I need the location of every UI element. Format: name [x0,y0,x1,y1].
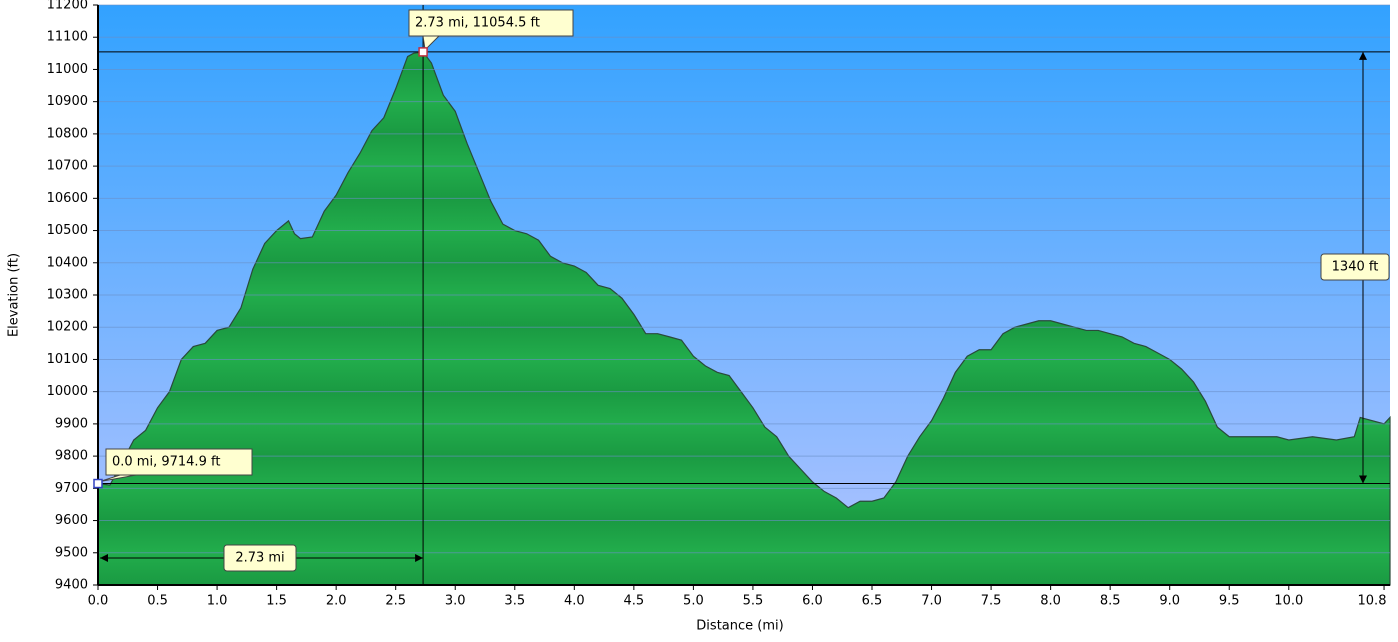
x-tick-label: 6.5 [862,594,883,609]
x-tick-label: 5.5 [743,594,764,609]
y-axis-label: Elevation (ft) [7,253,22,337]
x-tick-label: 10.0 [1274,594,1303,609]
y-tick-label: 10500 [47,223,88,238]
x-tick-label: 2.5 [385,594,406,609]
x-tick-label: 0.5 [147,594,168,609]
point-marker [93,478,103,489]
x-tick-label: 7.0 [921,594,942,609]
x-tick-label: 8.0 [1040,594,1061,609]
x-tick-label: 9.5 [1219,594,1240,609]
y-tick-label: 9500 [55,545,88,560]
y-tick-label: 11000 [47,62,88,77]
y-tick-label: 11200 [47,0,88,13]
callout-label: 0.0 mi, 9714.9 ft [112,455,220,470]
x-tick-label: 10.8 [1358,594,1387,609]
x-tick-label: 1.0 [207,594,228,609]
gain-label: 1340 ft [1332,260,1379,275]
x-tick-label: 3.0 [445,594,466,609]
y-tick-label: 10400 [47,255,88,270]
x-tick-label: 1.5 [266,594,287,609]
x-tick-label: 4.5 [624,594,645,609]
dimension-box [223,544,297,572]
y-tick-label: 10800 [47,126,88,141]
dimension-box [1320,253,1390,281]
y-tick-label: 9900 [55,416,88,431]
x-tick-label: 3.5 [504,594,525,609]
y-tick-label: 9400 [55,578,88,593]
point-marker [418,47,428,57]
y-tick-label: 9700 [55,481,88,496]
y-tick-label: 11100 [47,30,88,45]
y-tick-label: 10200 [47,320,88,335]
x-tick-label: 7.5 [981,594,1002,609]
elevation-area [97,51,1391,586]
y-tick-label: 10300 [47,288,88,303]
x-tick-label: 9.0 [1159,594,1180,609]
distance-label: 2.73 mi [235,551,284,566]
x-tick-label: 6.0 [802,594,823,609]
x-tick-label: 2.0 [326,594,347,609]
x-tick-label: 8.5 [1100,594,1121,609]
x-axis-label: Distance (mi) [696,619,783,634]
x-tick-label: 4.0 [564,594,585,609]
y-tick-label: 10700 [47,159,88,174]
x-tick-label: 0.0 [88,594,109,609]
y-tick-label: 10000 [47,384,88,399]
y-tick-label: 9800 [55,449,88,464]
y-tick-label: 10900 [47,94,88,109]
y-tick-label: 10600 [47,191,88,206]
y-tick-label: 9600 [55,513,88,528]
y-tick-label: 10100 [47,352,88,367]
callout-label: 2.73 mi, 11054.5 ft [415,16,540,31]
x-tick-label: 5.0 [683,594,704,609]
